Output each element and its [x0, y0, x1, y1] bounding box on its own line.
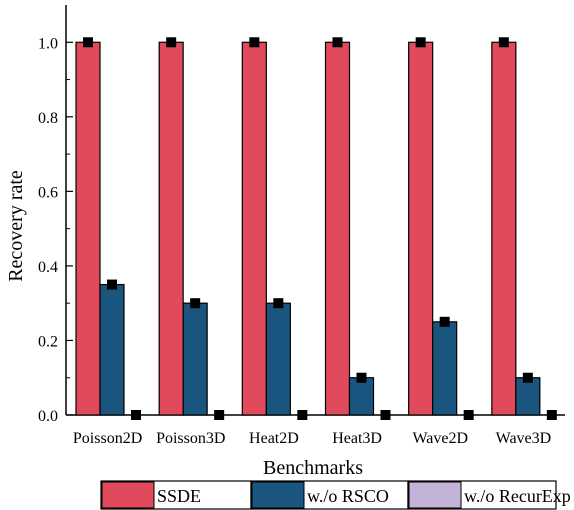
bar [348, 377, 375, 416]
bar-top-marker [166, 37, 177, 48]
legend-label: w./o RSCO [307, 486, 389, 506]
bar [491, 41, 517, 416]
x-axis-label: Benchmarks [263, 457, 363, 479]
bar-top-marker [439, 316, 450, 327]
y-tick-labels: 0.0 0.2 0.4 0.6 0.8 1.0 [38, 35, 58, 425]
bar [432, 321, 458, 416]
y-tick-label: 0.8 [38, 110, 58, 127]
legend-label: SSDE [157, 486, 201, 506]
bar-top-markers [83, 37, 557, 420]
x-tick-label: Heat3D [332, 430, 382, 447]
bar-top-marker [332, 37, 343, 48]
y-tick-label: 0.2 [38, 333, 58, 350]
bar-top-marker [107, 279, 117, 290]
legend-swatch [408, 481, 462, 509]
legend-swatch [101, 481, 155, 509]
bar-top-marker [356, 372, 367, 383]
bars [75, 41, 541, 416]
legend-label: w./o RecurExp [464, 486, 571, 506]
x-tick-label: Wave3D [496, 430, 552, 447]
axes [65, 5, 565, 416]
y-tick-label: 1.0 [38, 35, 58, 52]
y-tick-label: 0.4 [38, 259, 58, 276]
bar-top-marker [249, 37, 260, 48]
bar [75, 41, 101, 416]
bar [99, 283, 125, 416]
bar [408, 41, 434, 416]
bar-top-marker [463, 410, 474, 420]
x-tick-label: Poisson2D [73, 430, 142, 447]
x-tick-label: Poisson3D [156, 430, 225, 447]
legend-swatch [251, 481, 305, 509]
bar-top-marker [190, 298, 201, 309]
bar-top-marker [214, 410, 225, 420]
y-axis-label: Recovery rate [5, 170, 27, 282]
x-tick-label: Heat2D [249, 430, 299, 447]
bar-top-marker [83, 37, 93, 48]
legend: SSDE w./o RSCO w./o RecurExp [100, 480, 571, 510]
bar [265, 302, 291, 416]
bar-top-marker [131, 410, 141, 420]
x-tick-labels: Poisson2D Poisson3D Heat2D Heat3D Wave2D Wave… [73, 430, 551, 447]
bar [515, 377, 541, 416]
bar-top-marker [522, 372, 533, 383]
y-tick-label: 0.0 [38, 408, 58, 425]
y-tick-label: 0.6 [38, 184, 58, 201]
bar-top-marker [498, 37, 509, 48]
bar [158, 41, 184, 416]
bar-top-marker [546, 410, 557, 420]
bar-top-marker [273, 298, 284, 309]
bar-top-marker [297, 410, 308, 420]
bar [324, 41, 351, 416]
bar [241, 41, 267, 416]
x-tick-label: Wave2D [412, 430, 468, 447]
bar [182, 302, 208, 416]
bar-top-marker [380, 410, 391, 420]
bar-top-marker [415, 37, 426, 48]
